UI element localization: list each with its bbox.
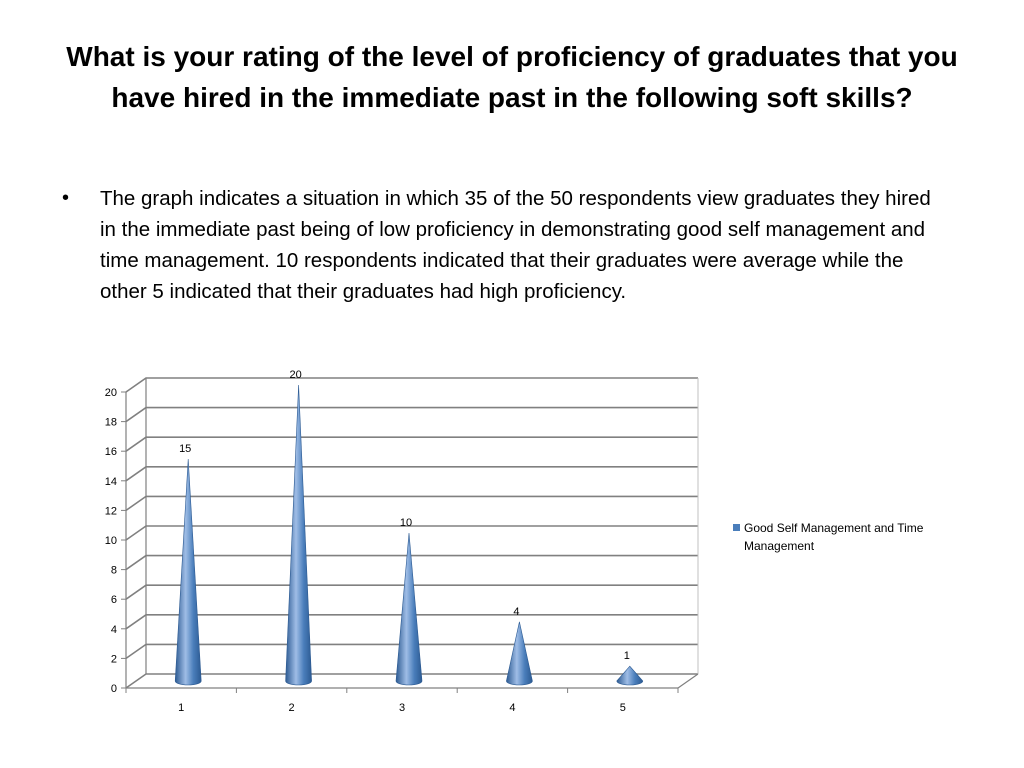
y-tick-label: 20 (105, 387, 117, 399)
y-tick-label: 12 (105, 505, 117, 517)
y-tick-label: 0 (111, 683, 117, 695)
y-tick-label: 4 (111, 624, 117, 636)
x-tick-label: 5 (620, 702, 626, 714)
data-label: 1 (624, 650, 630, 662)
cone-bar (395, 532, 423, 686)
x-tick-label: 2 (289, 702, 295, 714)
cone-bar (285, 384, 312, 686)
bullet-paragraph: • The graph indicates a situation in whi… (62, 183, 952, 307)
gridline (125, 406, 698, 423)
legend: Good Self Management and Time Management (733, 519, 953, 555)
floor-right-edge (677, 673, 699, 689)
y-tick-label: 2 (111, 653, 117, 665)
chart-area: 0 2 4 6 8 10 12 14 16 18 20 1 2 3 4 5 15 20 10 4 1 Good Self… (0, 350, 1024, 730)
y-tick-label: 18 (105, 417, 117, 429)
y-tick-label: 6 (111, 594, 117, 606)
data-label: 4 (513, 606, 519, 618)
axis-layer (121, 391, 699, 693)
cone-body (174, 458, 202, 686)
cone-body (506, 621, 533, 686)
cone-bar (174, 458, 202, 686)
cone-body (395, 532, 423, 686)
data-label: 15 (179, 443, 191, 455)
y-tick-label: 8 (111, 565, 117, 577)
legend-entry: Good Self Management and Time (733, 519, 953, 537)
x-tick-label: 1 (178, 702, 184, 714)
data-label: 10 (400, 517, 412, 529)
slide-title: What is your rating of the level of prof… (66, 41, 958, 113)
grid-layer (125, 377, 699, 689)
y-tick-label: 14 (105, 476, 117, 488)
cone-bar (616, 665, 644, 686)
bar-layer (174, 384, 644, 686)
data-label: 20 (289, 369, 301, 381)
x-tick-label: 4 (509, 702, 515, 714)
legend-label-line2: Management (744, 539, 815, 553)
legend-swatch (733, 524, 740, 531)
cone-bar (506, 621, 533, 686)
gridline (125, 377, 698, 393)
x-tick-label: 3 (399, 702, 405, 714)
bullet-text: The graph indicates a situation in which… (100, 187, 931, 303)
gridline (125, 466, 698, 482)
y-tick-label: 10 (105, 535, 117, 547)
legend-label-line1: Good Self Management and Time (744, 521, 924, 535)
bullet-icon: • (62, 187, 70, 209)
gridline (125, 495, 698, 512)
cone-body (285, 384, 312, 686)
cone-body (616, 665, 644, 686)
y-tick-label: 16 (105, 446, 117, 458)
gridline (125, 436, 698, 452)
